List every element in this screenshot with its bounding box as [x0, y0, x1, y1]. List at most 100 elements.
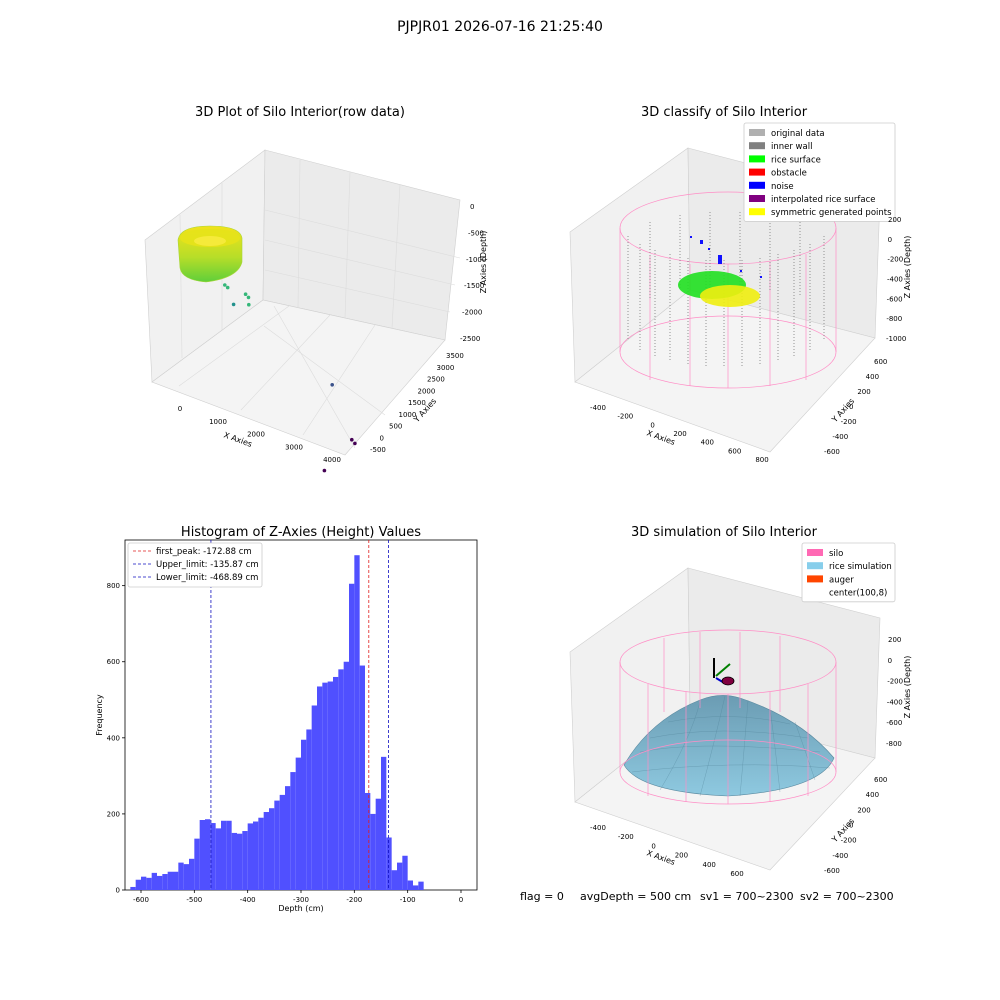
y-tick-label: -200 [841, 418, 857, 426]
y-tick-label: 0 [849, 403, 853, 411]
histogram-bar [279, 794, 285, 890]
histogram-bar [237, 833, 243, 890]
histogram-bar [311, 705, 317, 890]
y-tick-label: 3000 [437, 364, 455, 372]
x-axis-label: X Axies [645, 428, 676, 447]
legend-frame [743, 122, 896, 222]
histogram-bar [130, 886, 136, 890]
silo-wireframe [619, 629, 837, 805]
histogram-bar [274, 800, 280, 890]
z-tick-label: 0 [888, 657, 892, 665]
y-axis-label: Frequency [95, 694, 104, 736]
y-tick-label: -400 [832, 433, 848, 441]
legend: silo rice simulation auger center(100,8) [801, 542, 896, 603]
avg-depth-text: avgDepth = 500 cm [580, 890, 691, 903]
x-tick-label: 200 [673, 430, 686, 438]
x-tick-label: 600 [728, 447, 741, 455]
z-tick-label: -600 [887, 295, 903, 303]
legend-entry-swatch [807, 575, 823, 583]
y-tick-label: 0 [849, 822, 853, 830]
y-tick-label: 200 [857, 806, 870, 814]
y-tick-label: 500 [389, 423, 402, 431]
noise-points [690, 236, 762, 278]
histogram-bar [381, 756, 387, 890]
histogram-bar [322, 682, 328, 890]
y-tick-label: 2500 [427, 376, 445, 384]
outlier-point [223, 283, 227, 287]
histogram-bar [418, 881, 424, 890]
y-tick-label: 600 [874, 358, 887, 366]
legend-label: Upper_limit: -135.87 cm [156, 560, 259, 570]
y-tick-label: 0 [116, 887, 120, 895]
histogram-bar [391, 870, 397, 890]
x-tick-label: 1000 [209, 418, 227, 426]
legend-entry-swatch [749, 142, 765, 150]
z-axis-label: Z Axies (Depth) [903, 656, 912, 719]
z-tick-label: 0 [470, 203, 474, 211]
y-tick-label: -600 [824, 867, 840, 875]
legend: first_peak: -172.88 cm Upper_limit: -135.… [127, 542, 263, 588]
x-tick-label: 4000 [323, 456, 341, 464]
histogram-bar [375, 798, 381, 890]
outlier-point [225, 285, 230, 290]
histogram-bar [306, 729, 312, 890]
flag-text: flag = 0 [520, 890, 564, 903]
histogram-bar [370, 813, 376, 890]
histogram-bar [295, 757, 301, 890]
x-axis-label: X Axies [645, 848, 676, 867]
x-tick-label: -300 [293, 896, 309, 904]
y-tick-label: 400 [107, 734, 120, 742]
histogram-bar [183, 864, 189, 890]
y-tick-label: -400 [832, 852, 848, 860]
histogram-bar [151, 872, 157, 890]
legend-entry-swatch [749, 195, 765, 202]
y-tick-label: 600 [874, 776, 887, 784]
histogram-bar [349, 583, 355, 890]
histogram-bar [402, 855, 408, 890]
y-tick-label: -600 [824, 448, 840, 456]
z-tick-label: -2000 [462, 309, 482, 317]
y-tick-label: 400 [866, 791, 879, 799]
histogram-bar [226, 820, 232, 890]
z-tick-label: -600 [886, 719, 902, 727]
x-tick-label: -200 [618, 833, 634, 841]
x-tick-label: -200 [346, 896, 362, 904]
z-tick-label: -1000 [886, 335, 906, 343]
histogram-bar [343, 661, 349, 890]
histogram-bar [247, 823, 253, 890]
histogram-bar [141, 876, 147, 890]
histogram-bar [365, 792, 371, 890]
z-tick-label: -800 [886, 315, 902, 323]
chart-title: 3D classify of Silo Interior [641, 105, 808, 120]
histogram-bar [162, 874, 168, 890]
histogram-bar [354, 555, 360, 890]
legend-entry-label: rice surface [771, 155, 821, 165]
panel-classify-3d: 3D classify of Silo Interior [569, 105, 912, 464]
panel-simulation-3d: 3D simulation of Silo Interior [569, 525, 912, 878]
histogram-bar [413, 885, 419, 890]
histogram-bar [157, 875, 163, 890]
histogram-bar [199, 820, 205, 890]
z-tick-label: -400 [887, 698, 903, 706]
histogram-bar [194, 838, 200, 890]
y-tick-label: 3500 [446, 352, 464, 360]
sv1-text: sv1 = 700~2300 [700, 890, 794, 903]
legend-entry-label: inner wall [771, 142, 812, 152]
histogram-bars [130, 555, 424, 890]
histogram-bar [146, 877, 152, 890]
x-tick-label: 0 [651, 842, 655, 850]
x-tick-label: 0 [178, 405, 182, 413]
x-tick-label: -100 [400, 896, 416, 904]
legend-entry-label: obstacle [771, 169, 807, 179]
z-tick-label: -500 [468, 229, 484, 237]
x-tick-label: 3000 [285, 443, 303, 451]
legend-entry-swatch [749, 129, 765, 136]
histogram-bar [189, 858, 195, 890]
y-tick-label: 200 [857, 388, 870, 396]
x-tick-label: -200 [617, 413, 633, 421]
histogram-bar [290, 772, 296, 890]
legend-entry-swatch [749, 181, 765, 189]
y-tick-label: -500 [370, 446, 386, 454]
auger-marker [713, 658, 735, 686]
chart-title: 3D simulation of Silo Interior [631, 525, 818, 540]
